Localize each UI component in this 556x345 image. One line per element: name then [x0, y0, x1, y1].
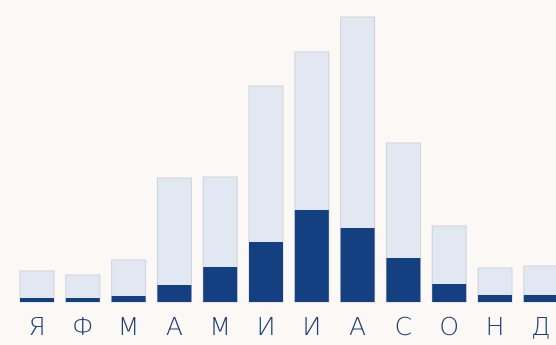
x-tick-label: Д	[531, 312, 550, 341]
highlight-bar	[523, 295, 556, 302]
highlight-bar	[157, 285, 192, 302]
highlight-bar	[340, 228, 375, 302]
x-tick-label: С	[395, 312, 412, 341]
highlight-bar	[111, 296, 146, 302]
x-tick-label: М	[118, 312, 140, 341]
x-tick-label: Н	[486, 312, 505, 341]
x-tick-label: И	[257, 312, 276, 341]
total-bar	[65, 274, 101, 303]
highlight-bar	[20, 298, 54, 302]
highlight-bar	[249, 242, 283, 302]
highlight-bar	[65, 298, 100, 302]
highlight-bar	[478, 295, 512, 302]
x-tick-label: А	[349, 312, 366, 341]
total-bar	[111, 259, 147, 303]
highlight-bar	[386, 258, 421, 302]
x-tick-label: А	[166, 312, 183, 341]
highlight-bar	[203, 267, 238, 302]
x-tick-label: М	[209, 312, 231, 341]
x-tick-label: И	[302, 312, 321, 341]
x-tick-label: Ф	[72, 312, 94, 341]
total-bar	[19, 270, 55, 303]
highlight-bar	[432, 284, 467, 302]
highlight-bar	[294, 210, 329, 302]
x-tick-label: Я	[28, 312, 45, 341]
x-tick-label: О	[439, 312, 459, 341]
total-bar	[156, 177, 192, 303]
bars-group	[19, 16, 556, 303]
